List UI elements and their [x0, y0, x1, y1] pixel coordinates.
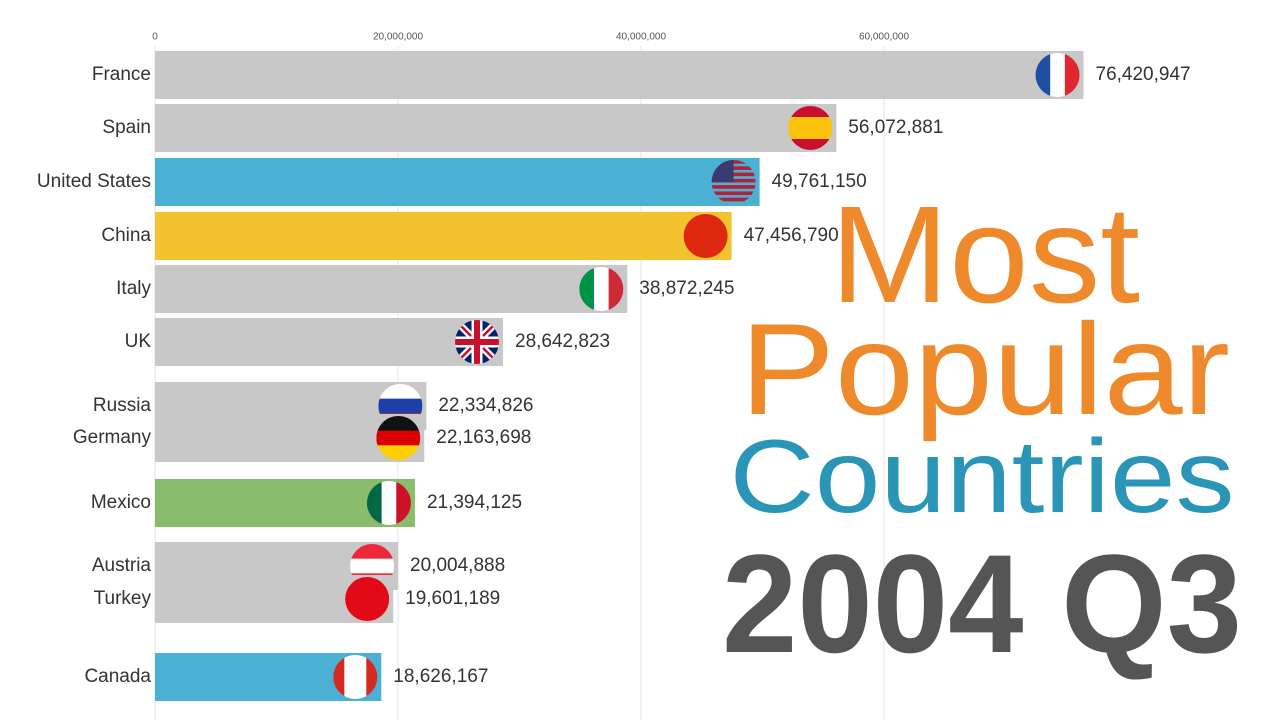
flag-stripe	[376, 416, 421, 432]
flag-stripe	[608, 267, 624, 311]
flag-stripe	[366, 655, 378, 699]
flag-stripe	[1050, 53, 1066, 97]
flag	[788, 106, 833, 150]
bars	[155, 51, 1084, 701]
flag	[579, 267, 624, 311]
category-label: France	[92, 64, 151, 85]
category-label: United States	[37, 171, 151, 192]
flag-stripe	[378, 398, 423, 414]
flag	[683, 214, 728, 258]
category-label: China	[101, 225, 151, 246]
flag-stripe	[788, 117, 833, 129]
flag-stripe	[366, 481, 383, 525]
bar	[155, 265, 628, 313]
flag-stripe	[788, 139, 833, 150]
bar	[155, 158, 760, 206]
category-label: Russia	[93, 395, 152, 416]
flag-stripe	[333, 655, 345, 699]
flag-stripe	[381, 481, 397, 525]
category-label: Germany	[73, 427, 152, 448]
flag	[366, 481, 411, 525]
flag-stripe	[711, 185, 756, 189]
value-label: 38,872,245	[639, 278, 734, 299]
category-label: Italy	[116, 278, 151, 299]
category-label: Turkey	[94, 588, 152, 609]
flag-stripe	[579, 267, 595, 311]
flag-stripe	[376, 445, 421, 460]
value-label: 47,456,790	[744, 225, 839, 246]
x-tick-label: 20,000,000	[373, 32, 423, 43]
category-label: Austria	[92, 555, 152, 576]
value-label: 18,626,167	[393, 666, 488, 687]
flag-stripe	[1035, 53, 1051, 97]
flag-stripe	[350, 544, 395, 560]
flag-stripe	[344, 655, 356, 699]
period-label: 2004 Q3	[722, 525, 1242, 682]
value-label: 56,072,881	[848, 117, 943, 138]
value-label: 19,601,189	[405, 588, 500, 609]
title-line: Popular	[740, 296, 1230, 442]
flag-stripe	[355, 655, 367, 699]
title-line: Most	[830, 178, 1140, 332]
title-line: Countries	[730, 419, 1235, 535]
flag-stripe	[711, 197, 756, 202]
flag-stripe	[396, 481, 411, 525]
flag	[711, 160, 756, 202]
flag-stripe	[378, 384, 423, 400]
value-label: 28,642,823	[515, 331, 610, 352]
value-label: 21,394,125	[427, 492, 522, 513]
category-label: Spain	[102, 117, 151, 138]
flag	[345, 577, 390, 621]
value-label: 20,004,888	[410, 555, 505, 576]
flag	[376, 416, 421, 460]
flag-stripe	[711, 191, 756, 196]
bar	[155, 318, 504, 366]
flag-stripe	[788, 128, 833, 140]
flag-stripe	[345, 577, 390, 621]
x-tick-label: 40,000,000	[616, 32, 666, 43]
value-label: 22,163,698	[436, 427, 531, 448]
bar	[155, 212, 732, 260]
category-label: Mexico	[91, 492, 151, 513]
x-tick-label: 60,000,000	[859, 32, 909, 43]
flag-stripe	[1064, 53, 1080, 97]
flag-stripe	[376, 430, 421, 446]
bar	[155, 104, 837, 152]
category-label: Canada	[84, 666, 151, 687]
flag-stripe	[593, 267, 610, 311]
bar	[155, 51, 1084, 99]
value-label: 76,420,947	[1096, 64, 1191, 85]
value-label: 22,334,826	[438, 395, 533, 416]
flag	[333, 655, 378, 699]
category-label: UK	[125, 331, 152, 352]
flag-stripe	[350, 558, 395, 574]
value-label: 49,761,150	[772, 171, 867, 192]
flag-stripe	[455, 320, 500, 364]
x-tick-label: 0	[152, 32, 158, 43]
flag	[455, 320, 500, 364]
flag-stripe	[683, 214, 728, 258]
flag	[1035, 53, 1080, 97]
flag-stripe	[788, 106, 833, 118]
